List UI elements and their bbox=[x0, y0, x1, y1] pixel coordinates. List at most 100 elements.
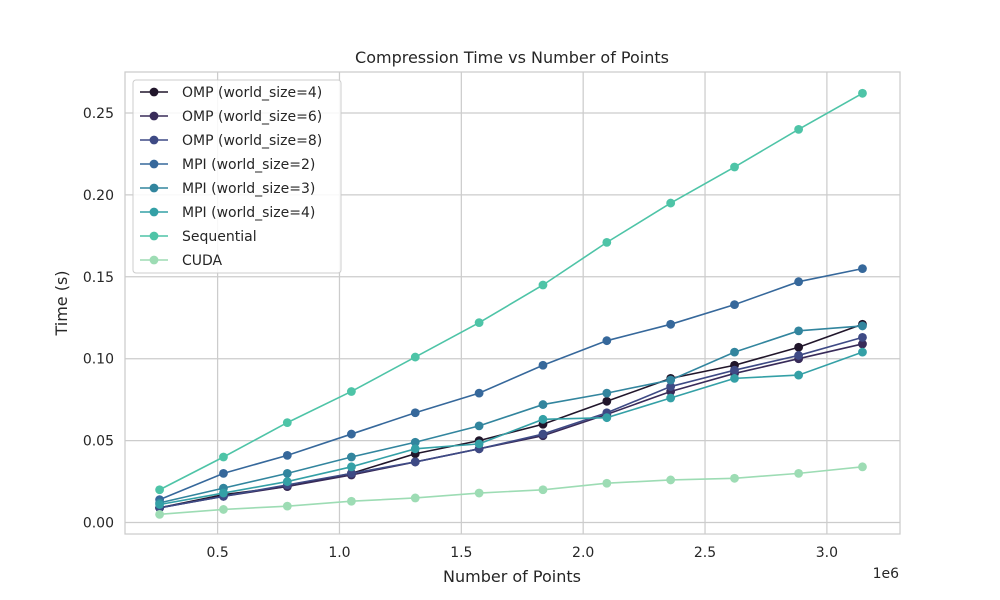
data-point bbox=[602, 336, 612, 346]
data-point bbox=[666, 475, 676, 485]
data-point bbox=[538, 414, 548, 424]
data-point bbox=[602, 478, 612, 488]
series-line bbox=[159, 325, 863, 504]
data-point bbox=[155, 500, 165, 509]
y-tick-label: 0.25 bbox=[83, 106, 114, 122]
legend-item: MPI (world_size=2) bbox=[140, 157, 315, 173]
chart-title: Compression Time vs Number of Points bbox=[355, 48, 669, 67]
y-tick-label: 0.00 bbox=[83, 516, 114, 532]
legend-label: MPI (world_size=3) bbox=[182, 181, 315, 197]
data-point bbox=[794, 468, 804, 478]
data-point bbox=[155, 509, 165, 519]
data-point bbox=[282, 450, 292, 460]
x-tick-labels: 0.5 1.0 1.5 2.0 2.5 3.0 bbox=[206, 545, 838, 561]
x-tick-label: 2.0 bbox=[572, 545, 594, 561]
data-point bbox=[858, 339, 867, 349]
data-point bbox=[666, 382, 676, 391]
legend-item: OMP (world_size=8) bbox=[140, 133, 322, 149]
data-point bbox=[666, 375, 676, 385]
data-point bbox=[410, 457, 420, 467]
data-point bbox=[282, 418, 292, 427]
data-point bbox=[730, 365, 739, 375]
data-point bbox=[794, 370, 804, 380]
legend-swatch-marker bbox=[149, 135, 159, 145]
data-point bbox=[538, 280, 548, 290]
data-point bbox=[858, 264, 867, 273]
data-point bbox=[474, 439, 484, 449]
legend-swatch-marker bbox=[149, 183, 159, 193]
data-point bbox=[794, 342, 804, 352]
legend-item: OMP (world_size=6) bbox=[140, 109, 322, 125]
data-point bbox=[219, 452, 228, 462]
legend-label: OMP (world_size=4) bbox=[182, 85, 322, 101]
data-point bbox=[666, 319, 676, 329]
x-axis-offset-label: 1e6 bbox=[873, 566, 900, 582]
data-point bbox=[347, 387, 356, 396]
series-line bbox=[159, 267, 863, 501]
data-point bbox=[474, 421, 484, 431]
data-point bbox=[219, 505, 228, 514]
data-point bbox=[474, 488, 484, 498]
legend-label: OMP (world_size=8) bbox=[182, 133, 322, 149]
data-point bbox=[282, 468, 292, 478]
legend-label: MPI (world_size=4) bbox=[182, 205, 315, 221]
data-point bbox=[155, 485, 165, 495]
legend-item: MPI (world_size=3) bbox=[140, 181, 315, 197]
legend-label: Sequential bbox=[182, 229, 257, 245]
data-point bbox=[347, 452, 356, 462]
data-point bbox=[347, 462, 356, 472]
legend-box bbox=[132, 79, 342, 274]
data-point bbox=[794, 124, 804, 134]
series-5 bbox=[155, 347, 867, 509]
x-tick-label: 1.5 bbox=[450, 545, 472, 561]
data-point bbox=[730, 347, 739, 357]
x-tick-label: 2.5 bbox=[694, 545, 716, 561]
y-tick-label: 0.20 bbox=[83, 188, 114, 204]
x-tick-label: 3.0 bbox=[816, 545, 838, 561]
y-tick-label: 0.10 bbox=[83, 352, 114, 368]
data-point bbox=[538, 485, 548, 495]
series-4 bbox=[155, 321, 867, 508]
series-layer bbox=[155, 88, 867, 519]
data-point bbox=[538, 360, 548, 370]
legend-item: CUDA bbox=[140, 253, 223, 269]
data-point bbox=[410, 408, 420, 418]
x-axis-label: Number of Points bbox=[443, 567, 581, 586]
data-point bbox=[538, 429, 548, 439]
data-point bbox=[858, 462, 867, 472]
y-tick-label: 0.15 bbox=[83, 270, 114, 286]
x-tick-label: 0.5 bbox=[206, 545, 228, 561]
legend-swatch-marker bbox=[149, 255, 159, 265]
data-point bbox=[282, 501, 292, 511]
x-tick-label: 1.0 bbox=[328, 545, 350, 561]
legend-swatch-marker bbox=[149, 231, 159, 241]
data-point bbox=[602, 413, 612, 423]
series-7 bbox=[155, 462, 867, 519]
data-point bbox=[410, 437, 420, 447]
legend-label: CUDA bbox=[182, 253, 223, 269]
series-line bbox=[159, 336, 863, 509]
y-tick-labels: 0.00 0.05 0.10 0.15 0.20 0.25 bbox=[83, 106, 114, 532]
data-point bbox=[666, 198, 676, 208]
data-point bbox=[410, 444, 420, 454]
data-point bbox=[794, 351, 804, 360]
series-line bbox=[159, 92, 863, 491]
data-point bbox=[410, 493, 420, 503]
data-point bbox=[730, 473, 739, 483]
legend-label: OMP (world_size=6) bbox=[182, 109, 322, 125]
y-axis-label: Time (s) bbox=[52, 270, 71, 336]
data-point bbox=[219, 468, 228, 478]
data-point bbox=[347, 468, 356, 478]
data-point bbox=[666, 393, 676, 403]
data-point bbox=[730, 373, 739, 383]
series-6 bbox=[155, 88, 867, 495]
data-point bbox=[219, 488, 228, 498]
data-point bbox=[282, 477, 292, 486]
y-tick-label: 0.05 bbox=[83, 434, 114, 450]
data-point bbox=[347, 429, 356, 439]
data-point bbox=[730, 300, 739, 310]
legend-item: OMP (world_size=4) bbox=[140, 85, 322, 101]
legend-swatch-marker bbox=[149, 207, 159, 217]
legend: OMP (world_size=4) OMP (world_size=6) OMP … bbox=[132, 79, 342, 274]
